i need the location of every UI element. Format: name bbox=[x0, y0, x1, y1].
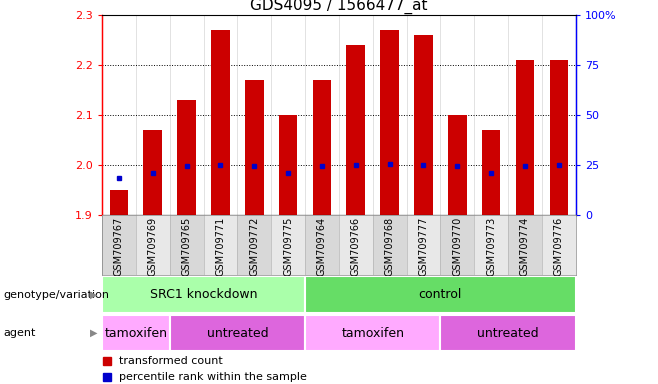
Title: GDS4095 / 1566477_at: GDS4095 / 1566477_at bbox=[250, 0, 428, 14]
Bar bbox=[448, 115, 467, 215]
Bar bbox=[372, 215, 407, 275]
Bar bbox=[542, 215, 576, 275]
Text: GSM709766: GSM709766 bbox=[351, 217, 361, 276]
Text: SRC1 knockdown: SRC1 knockdown bbox=[150, 288, 257, 301]
Bar bbox=[177, 100, 196, 215]
Bar bbox=[549, 60, 568, 215]
Bar bbox=[482, 130, 501, 215]
Text: ▶: ▶ bbox=[90, 328, 97, 338]
Text: GSM709773: GSM709773 bbox=[486, 217, 496, 276]
Text: GSM709768: GSM709768 bbox=[385, 217, 395, 276]
Text: GSM709770: GSM709770 bbox=[452, 217, 463, 276]
Bar bbox=[380, 30, 399, 215]
Bar bbox=[170, 315, 305, 351]
Bar bbox=[339, 215, 372, 275]
Text: percentile rank within the sample: percentile rank within the sample bbox=[118, 372, 307, 382]
Text: agent: agent bbox=[3, 328, 36, 338]
Text: ▶: ▶ bbox=[90, 290, 97, 300]
Text: GSM709777: GSM709777 bbox=[418, 217, 428, 276]
Text: control: control bbox=[418, 288, 462, 301]
Bar bbox=[407, 215, 440, 275]
Text: GSM709769: GSM709769 bbox=[148, 217, 158, 276]
Text: tamoxifen: tamoxifen bbox=[105, 327, 167, 339]
Bar bbox=[136, 215, 170, 275]
Text: GSM709775: GSM709775 bbox=[283, 217, 293, 276]
Text: GSM709772: GSM709772 bbox=[249, 217, 259, 276]
Bar bbox=[211, 30, 230, 215]
Bar bbox=[305, 315, 440, 351]
Bar bbox=[102, 215, 136, 275]
Text: GSM709764: GSM709764 bbox=[317, 217, 327, 276]
Text: untreated: untreated bbox=[207, 327, 268, 339]
Text: GSM709767: GSM709767 bbox=[114, 217, 124, 276]
Bar bbox=[305, 276, 576, 313]
Text: genotype/variation: genotype/variation bbox=[3, 290, 109, 300]
Bar bbox=[271, 215, 305, 275]
Bar bbox=[110, 190, 128, 215]
Bar bbox=[245, 80, 264, 215]
Bar bbox=[414, 35, 433, 215]
Text: transformed count: transformed count bbox=[118, 356, 222, 366]
Bar bbox=[440, 215, 474, 275]
Bar bbox=[440, 315, 576, 351]
Bar bbox=[170, 215, 203, 275]
Bar bbox=[516, 60, 534, 215]
Text: GSM709776: GSM709776 bbox=[554, 217, 564, 276]
Bar bbox=[305, 215, 339, 275]
Bar bbox=[102, 276, 305, 313]
Bar bbox=[347, 45, 365, 215]
Bar bbox=[238, 215, 271, 275]
Bar bbox=[474, 215, 508, 275]
Bar bbox=[508, 215, 542, 275]
Text: GSM709765: GSM709765 bbox=[182, 217, 191, 276]
Text: untreated: untreated bbox=[477, 327, 539, 339]
Bar bbox=[143, 130, 162, 215]
Bar bbox=[203, 215, 238, 275]
Text: GSM709774: GSM709774 bbox=[520, 217, 530, 276]
Bar bbox=[313, 80, 331, 215]
Bar bbox=[102, 315, 170, 351]
Bar bbox=[279, 115, 297, 215]
Text: tamoxifen: tamoxifen bbox=[342, 327, 404, 339]
Text: GSM709771: GSM709771 bbox=[215, 217, 226, 276]
